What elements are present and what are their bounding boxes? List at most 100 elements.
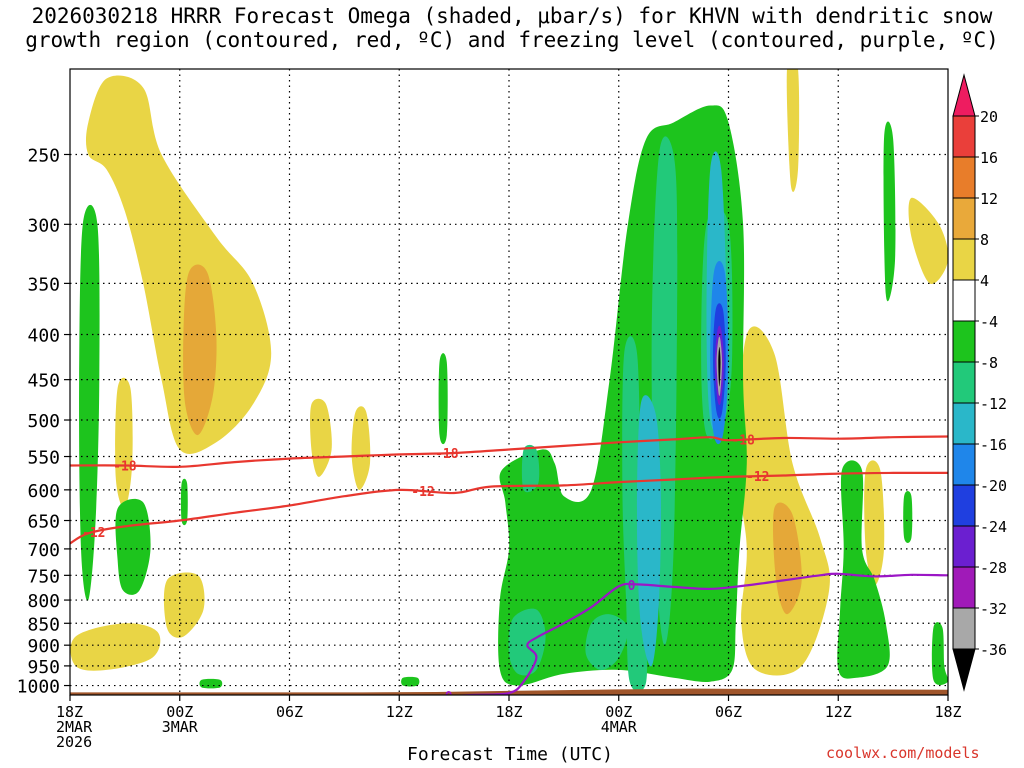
x-tick-label: 3MAR <box>162 718 199 736</box>
omega-region <box>115 498 151 595</box>
omega-region <box>773 502 802 615</box>
colorbar-segment <box>952 402 976 445</box>
omega-region <box>199 678 223 689</box>
omega-region <box>903 491 913 543</box>
colorbar-label: -24 <box>980 518 1007 536</box>
colorbar-label: -20 <box>980 477 1007 495</box>
omega-region <box>931 622 948 685</box>
contour-label: 0 <box>445 690 453 705</box>
colorbar-segment <box>952 443 976 486</box>
colorbar-segment <box>952 320 976 363</box>
y-tick-label: 700 <box>27 540 60 561</box>
omega-region <box>79 204 100 601</box>
colorbar-segment <box>952 156 976 199</box>
y-tick-label: 250 <box>27 145 60 166</box>
omega-region <box>85 75 272 454</box>
grid-lines <box>70 69 948 695</box>
omega-region <box>498 105 747 686</box>
x-tick-label: 18Z <box>495 703 522 721</box>
omega-region <box>401 676 420 687</box>
y-tick-label: 450 <box>27 371 60 392</box>
credit-text: coolwx.com/models <box>826 744 980 762</box>
omega-region <box>864 460 885 586</box>
omega-region <box>183 264 217 436</box>
y-tick-label: 500 <box>27 411 60 432</box>
colorbar-label: -16 <box>980 436 1007 454</box>
x-tick-label: 00Z <box>605 703 632 721</box>
y-tick-label: 750 <box>27 566 60 587</box>
omega-region <box>180 478 188 526</box>
colorbar-label: -12 <box>980 395 1007 413</box>
contour-label: -18 <box>731 434 755 449</box>
contour-label: -12 <box>82 526 105 541</box>
x-tick-label: 00Z <box>166 703 193 721</box>
contour-label: -18 <box>113 459 137 474</box>
omega-region <box>908 197 948 284</box>
omega-region <box>521 444 540 493</box>
omega-region <box>438 353 448 445</box>
x-tick-label: 12Z <box>386 703 413 721</box>
x-tick-label: 18Z <box>56 703 83 721</box>
title-line-1: 2026030218 HRRR Forecast Omega (shaded, … <box>31 4 993 28</box>
colorbar-label: 20 <box>980 108 998 126</box>
omega-region <box>351 406 371 490</box>
contour-line <box>70 435 948 469</box>
colorbar-segment <box>952 279 976 322</box>
omega-region <box>786 69 800 192</box>
y-tick-label: 600 <box>27 481 60 502</box>
colorbar-segment <box>952 525 976 568</box>
colorbar-segment <box>952 238 976 281</box>
contour-label: -12 <box>746 470 769 485</box>
y-tick-label: 350 <box>27 274 60 295</box>
y-tick-label: 300 <box>27 215 60 236</box>
omega-region <box>115 377 133 509</box>
colorbar-arrow-top <box>952 73 976 117</box>
colorbar-segment <box>952 566 976 609</box>
chart-title: 2026030218 HRRR Forecast Omega (shaded, … <box>0 4 1024 52</box>
x-tick-label: 12Z <box>825 703 852 721</box>
omega-shading <box>70 69 948 692</box>
colorbar-segment <box>952 607 976 650</box>
contour-label: 0 <box>628 579 636 594</box>
ground-fill <box>70 688 948 695</box>
y-tick-label: 900 <box>27 636 60 657</box>
y-axis-ticks: 2503003504004505005506006507007508008509… <box>17 145 70 698</box>
colorbar-arrow-bottom <box>952 648 976 692</box>
x-tick-label: 4MAR <box>601 718 638 736</box>
y-tick-label: 850 <box>27 614 60 635</box>
contour-label: -12 <box>411 485 434 500</box>
colorbar-label: 12 <box>980 190 998 208</box>
omega-region <box>70 623 161 671</box>
colorbar-segment <box>952 361 976 404</box>
contour-line <box>451 572 948 695</box>
omega-region <box>163 572 205 638</box>
x-axis-label: Forecast Time (UTC) <box>407 744 613 765</box>
contour-label: -18 <box>435 447 459 462</box>
contour-line <box>70 471 948 545</box>
colorbar-segment <box>952 484 976 527</box>
omega-region <box>637 395 661 667</box>
x-tick-label: 2026 <box>56 733 92 751</box>
x-tick-label: 18Z <box>934 703 961 721</box>
colorbar-label: -36 <box>980 641 1007 659</box>
omega-region <box>737 326 830 676</box>
y-tick-label: 950 <box>27 657 60 678</box>
colorbar-label: -32 <box>980 600 1007 618</box>
omega-region <box>837 460 890 679</box>
y-tick-label: 650 <box>27 512 60 533</box>
colorbar-segment <box>952 197 976 240</box>
omega-region <box>883 121 896 302</box>
colorbar: 20 16 12 8 4 -4 -8 -12 -16 -20 -24 -28 -32 -36 <box>952 73 1007 692</box>
colorbar-label: 8 <box>980 231 989 249</box>
title-line-2: growth region (contoured, red, ºC) and f… <box>25 28 999 52</box>
y-tick-label: 1000 <box>17 677 60 698</box>
colorbar-label: -8 <box>980 354 998 372</box>
x-tick-label: 06Z <box>276 703 303 721</box>
temperature-contours: -18 -18 -18 -12 -12 -12 0 0 <box>70 434 948 705</box>
colorbar-label: -4 <box>980 313 998 331</box>
colorbar-label: 4 <box>980 272 989 290</box>
omega-region <box>585 614 629 670</box>
x-tick-label: 2MAR <box>56 718 93 736</box>
